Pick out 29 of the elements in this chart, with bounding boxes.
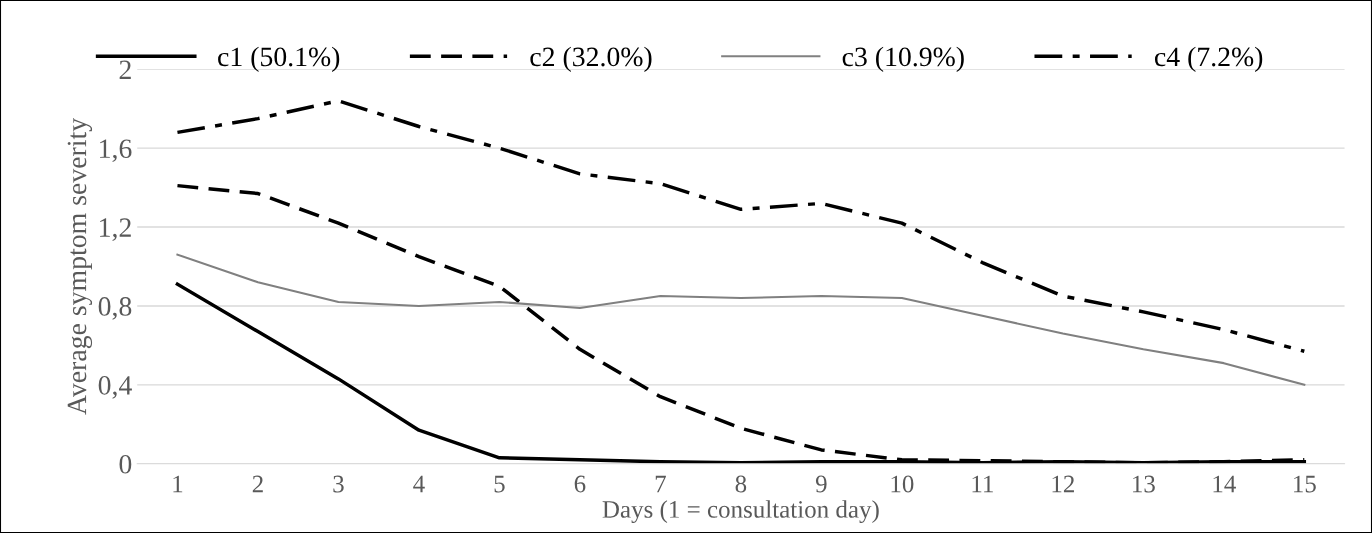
y-tick-label: 0,8: [98, 297, 132, 320]
x-tick-label: 15: [1294, 475, 1316, 493]
y-tick-label: 0,4: [98, 375, 132, 399]
x-tick-label: 2: [252, 475, 263, 493]
y-tick-label: 1,6: [100, 139, 132, 163]
x-tick-label: 14: [1213, 475, 1236, 493]
x-tick-label: 6: [574, 475, 586, 493]
x-tick-label: 13: [1133, 475, 1155, 493]
legend-label: c4 (7.2%): [1154, 46, 1263, 72]
x-tick-label: 11: [972, 475, 993, 493]
x-tick-label: 3: [333, 475, 344, 493]
x-tick-label: 1: [173, 475, 183, 493]
line-series: [175, 99, 1307, 354]
x-tick-label: 10: [891, 475, 914, 493]
legend-label: c3 (10.9%): [842, 46, 964, 72]
x-tick-label: 7: [655, 475, 666, 493]
x-axis-title: Days (1 = consultation day): [602, 500, 879, 524]
y-axis-title: Average symptom severity: [67, 117, 93, 415]
x-tick-label: 5: [494, 475, 505, 493]
y-tick-label: 0: [119, 454, 132, 474]
line-series: [176, 253, 1306, 386]
x-tick-label: 9: [815, 475, 827, 493]
legend-label: c2 (32.0%): [530, 46, 652, 72]
x-tick-label: 4: [413, 475, 425, 493]
x-tick-label: 12: [1052, 475, 1074, 493]
x-tick-label: 8: [735, 475, 747, 493]
legend-label: c1 (50.1%): [218, 46, 340, 72]
y-tick-label: 1,2: [100, 218, 131, 241]
y-tick-label: 2: [119, 60, 131, 79]
